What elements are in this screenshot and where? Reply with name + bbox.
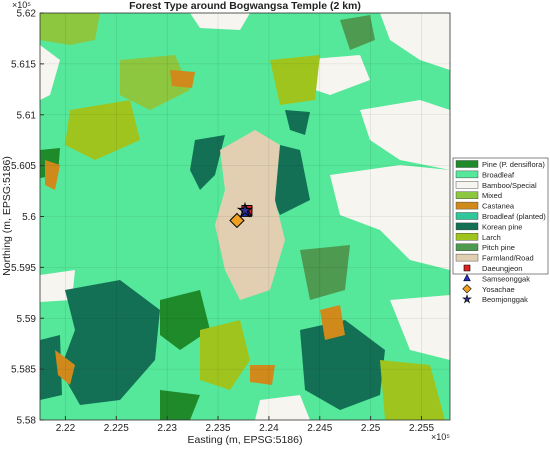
- y-tick-label: 5.595: [11, 263, 36, 274]
- y-tick-label: 5.6: [22, 212, 36, 223]
- x-tick-label: 2.23: [157, 423, 177, 434]
- area: [40, 45, 60, 100]
- legend-label: Broadleaf (planted): [482, 212, 546, 221]
- legend-label: Farmland/Road: [482, 254, 534, 263]
- area: [300, 245, 350, 300]
- x-tick-label: 2.235: [206, 423, 231, 434]
- area: [190, 135, 225, 190]
- area: [380, 13, 450, 70]
- legend-swatch: [455, 181, 479, 189]
- area: [320, 305, 345, 340]
- legend-marker: [463, 273, 471, 282]
- legend-marker: [461, 293, 473, 304]
- area: [55, 350, 75, 385]
- area: [390, 295, 450, 360]
- area: [190, 13, 250, 30]
- area: [160, 390, 200, 420]
- y-axis-label: Northing (m, EPSG:5186): [1, 156, 13, 276]
- point-marks: [229, 201, 254, 229]
- legend-label: Yosachae: [482, 285, 515, 294]
- area: [340, 15, 375, 50]
- area: [250, 365, 275, 385]
- legend-swatch: [455, 201, 479, 210]
- legend-swatch: [455, 222, 479, 231]
- legend-label: Korean pine: [482, 222, 522, 231]
- area: [360, 100, 450, 170]
- x-tick-label: 2.24: [259, 423, 279, 434]
- area: [300, 320, 385, 410]
- x-axis-label: Easting (m, EPSG:5186): [188, 434, 303, 446]
- y-tick-label: 5.615: [11, 59, 36, 70]
- area: [45, 160, 60, 190]
- area: [65, 100, 140, 160]
- area: [60, 280, 160, 405]
- x-tick-label: 2.22: [56, 423, 76, 434]
- legend-swatch: [455, 233, 479, 241]
- y-offset-label: ×10⁵: [12, 0, 31, 10]
- area: [330, 165, 450, 270]
- legend-label: Pine (P. densiflora): [482, 160, 545, 169]
- area: [255, 395, 310, 420]
- y-tick-label: 5.605: [11, 161, 36, 172]
- legend-label: Broadleaf: [482, 170, 515, 179]
- legend-label: Daeungjeon: [482, 264, 522, 273]
- y-tick-label: 5.59: [17, 314, 37, 325]
- point-marker: [229, 212, 245, 229]
- legend-label: Castanea: [482, 202, 515, 211]
- x-tick-label: 2.255: [409, 423, 434, 434]
- legend-label: Bamboo/Special: [482, 181, 537, 190]
- legend-label: Mixed: [482, 191, 502, 200]
- area: [170, 70, 195, 88]
- legend-label: Samseonggak: [482, 274, 530, 283]
- x-tick-label: 2.245: [307, 423, 332, 434]
- x-tick-label: 2.225: [104, 423, 129, 434]
- area: [120, 55, 190, 110]
- area: [160, 290, 210, 350]
- point-marker: [236, 201, 254, 218]
- chart-title: Forest Type around Bogwangsa Temple (2 k…: [129, 0, 361, 12]
- y-tick-label: 5.585: [11, 365, 36, 376]
- legend-label: Larch: [482, 233, 501, 242]
- x-offset-label: ×10⁵: [431, 432, 450, 442]
- legend-swatch: [455, 212, 479, 220]
- area: [380, 360, 445, 420]
- legend-swatch: [455, 243, 479, 251]
- legend-label: Beomjonggak: [482, 295, 528, 304]
- legend-marker: [463, 264, 471, 272]
- x-tick-label: 2.25: [361, 423, 381, 434]
- area: [285, 110, 310, 135]
- area: [270, 55, 320, 105]
- y-tick-label: 5.61: [17, 110, 37, 121]
- legend-swatch: [455, 160, 479, 168]
- area: [200, 320, 250, 390]
- area: [40, 13, 100, 45]
- legend-swatch: [455, 253, 479, 262]
- y-tick-label: 5.62: [17, 9, 37, 20]
- legend-swatch: [455, 170, 479, 179]
- y-tick-label: 5.58: [17, 416, 37, 427]
- legend-label: Pitch pine: [482, 243, 515, 252]
- legend-marker: [462, 284, 472, 294]
- map-areas: [40, 13, 450, 420]
- legend-swatch: [455, 191, 479, 199]
